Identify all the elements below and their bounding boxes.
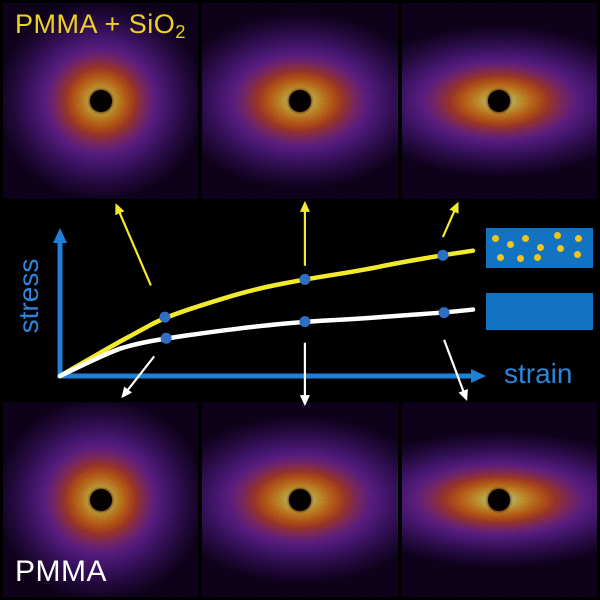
y-axis-label: stress (13, 258, 44, 334)
saxs-row-composite: PMMA + SiO2 (3, 3, 597, 199)
saxs-pattern-pmma-1 (202, 402, 398, 597)
silica-particle-dot (507, 241, 514, 248)
legend-swatch-pmma (486, 293, 593, 330)
silica-particle-dot (575, 235, 582, 242)
silica-particle-dot (522, 235, 529, 242)
silica-particle-dot (537, 244, 544, 251)
saxs-pattern-pmma-2 (401, 402, 597, 597)
beamstop-dot (488, 488, 511, 511)
pmma-row-label: PMMA (15, 555, 107, 588)
composite-row-label: PMMA + SiO2 (15, 9, 187, 43)
beamstop-dot (488, 90, 511, 112)
silica-particle-dot (554, 232, 561, 239)
legend-swatch-composite (486, 228, 593, 268)
x-axis-label: strain (504, 358, 573, 389)
beamstop-dot (89, 488, 112, 511)
beamstop-dot (89, 90, 112, 112)
saxs-pattern-composite-1 (202, 3, 398, 199)
silica-particle-dot (492, 235, 499, 242)
beamstop-dot (288, 90, 311, 112)
silica-particle-dot (574, 251, 581, 258)
chart-annotation-arrows (115, 200, 468, 407)
silica-particle-dot (534, 254, 541, 261)
silica-particle-dot (517, 255, 524, 262)
chart-markers (159, 249, 450, 344)
saxs-pattern-composite-0: PMMA + SiO2 (3, 3, 199, 199)
subscript-2: 2 (175, 21, 187, 43)
saxs-pattern-pmma-0: PMMA (3, 402, 199, 597)
saxs-pattern-composite-2 (401, 3, 597, 199)
silica-particle-dot (557, 245, 564, 252)
beamstop-dot (288, 488, 311, 511)
silica-particle-dot (497, 254, 504, 261)
saxs-row-pmma: PMMA (3, 402, 597, 597)
chart-curves (57, 248, 476, 379)
